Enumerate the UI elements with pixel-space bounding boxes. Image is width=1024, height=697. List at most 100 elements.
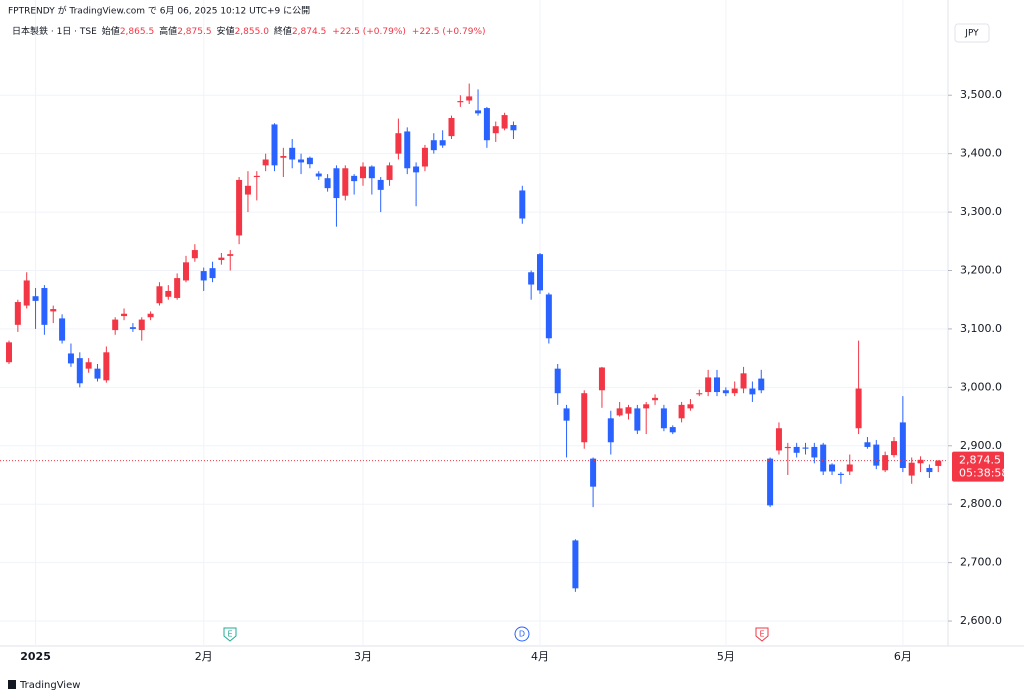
y-tick-label: 2,700.0: [960, 556, 1002, 569]
candle-body: [342, 168, 349, 196]
candle-body: [908, 462, 915, 476]
candle-body: [121, 313, 128, 317]
candle-body: [784, 446, 791, 449]
currency[interactable]: JPY: [964, 29, 979, 39]
candle-body: [76, 358, 83, 384]
candle-body: [32, 296, 39, 301]
candle-body: [280, 155, 287, 158]
logo: TradingView: [8, 680, 80, 691]
event-marker: [223, 627, 237, 642]
candle-body: [466, 96, 473, 101]
candle-body: [634, 408, 641, 431]
candle-body: [846, 464, 853, 472]
candle-body: [448, 118, 455, 137]
candle-body: [457, 101, 464, 103]
candle-body: [14, 302, 21, 325]
candle-body: [714, 377, 720, 393]
candle-body: [360, 166, 366, 179]
y-tick-label: 3,500.0: [960, 88, 1002, 101]
candle-body: [510, 125, 517, 131]
candle-body: [855, 388, 862, 429]
last-price-box: [952, 451, 1004, 482]
candle-body: [899, 422, 906, 468]
y-tick-label: 3,100.0: [960, 322, 1002, 335]
candle-body: [545, 294, 552, 339]
candle-body: [271, 124, 278, 166]
candle-body: [758, 378, 765, 391]
candle-body: [528, 272, 535, 285]
candle-body: [563, 408, 570, 421]
candle-body: [722, 390, 729, 394]
candle-body: [926, 467, 933, 473]
x-tick-label: 2025: [20, 650, 51, 663]
candle-body: [191, 250, 198, 259]
candle-body: [775, 428, 782, 451]
candle-body: [935, 460, 942, 466]
candle-body: [413, 166, 420, 173]
candle-body: [501, 115, 508, 129]
event-marker[interactable]: [514, 626, 530, 642]
candle-body: [368, 166, 375, 179]
candle-body: [147, 313, 154, 318]
candle-body: [218, 257, 225, 260]
candle-body: [430, 140, 437, 151]
legend-change: +22.5 (+0.79%): [332, 27, 406, 37]
event-label: D: [519, 630, 525, 639]
candle-body: [315, 173, 322, 177]
candle-body: [669, 427, 676, 433]
candle-body: [731, 388, 738, 394]
legend-value: 2,875.5: [177, 27, 211, 37]
candle-body: [209, 268, 216, 279]
candle-body: [112, 319, 119, 331]
candle-body: [864, 442, 871, 447]
candle-body: [156, 286, 163, 304]
y-tick-label: 2,600.0: [960, 614, 1002, 627]
event-label: E: [759, 630, 764, 639]
candle-body: [298, 159, 305, 163]
event-label: E: [227, 630, 232, 639]
legend-change: +22.5 (+0.79%): [412, 27, 486, 37]
x-tick-label: 4月: [531, 650, 549, 663]
candle-body: [377, 179, 384, 190]
candle-body: [837, 473, 844, 475]
candle-body: [917, 459, 924, 464]
candle-body: [891, 441, 897, 456]
last-price-label: 2,874.5: [959, 454, 1001, 467]
currency-box[interactable]: [954, 23, 990, 43]
x-tick-label: 5月: [717, 650, 735, 663]
candle-body: [554, 368, 561, 394]
candle-body: [404, 131, 411, 169]
candle-body: [607, 418, 614, 443]
candle-body: [183, 262, 189, 281]
candle-body: [767, 458, 774, 506]
candle-body: [643, 404, 650, 409]
candle-body: [85, 362, 92, 369]
candle-body: [802, 447, 809, 449]
candle-body: [41, 288, 48, 325]
candle-body: [50, 309, 57, 312]
legend-value: 2,865.5: [120, 27, 154, 37]
footer: TradingView: [19, 680, 80, 691]
legend-value: 2,855.0: [235, 27, 270, 37]
candle-body: [129, 327, 136, 329]
candle-body: [829, 464, 836, 472]
legend: 日本製鉄 · 1日 · TSE 始値2,865.5 高値2,875.5 安値2,855…: [12, 25, 486, 37]
candle-body: [492, 126, 499, 134]
header: FPTRENDY が TradingView.com で 6月 06, 2025…: [8, 5, 310, 17]
candle-body: [333, 168, 340, 199]
x-tick-label: 2月: [195, 650, 213, 663]
candle-body: [306, 157, 313, 165]
candle-body: [475, 110, 482, 114]
candle-body: [598, 367, 605, 391]
legend-label: 終値: [274, 25, 292, 37]
y-tick-label: 2,800.0: [960, 497, 1002, 510]
candle-body: [94, 368, 101, 379]
candle-body: [324, 178, 331, 189]
candle-body: [227, 254, 234, 256]
y-tick-label: 2,900.0: [960, 439, 1002, 452]
candle-body: [625, 407, 632, 414]
candle-body: [23, 280, 30, 306]
candle-body: [351, 175, 358, 182]
candle-body: [253, 175, 260, 178]
